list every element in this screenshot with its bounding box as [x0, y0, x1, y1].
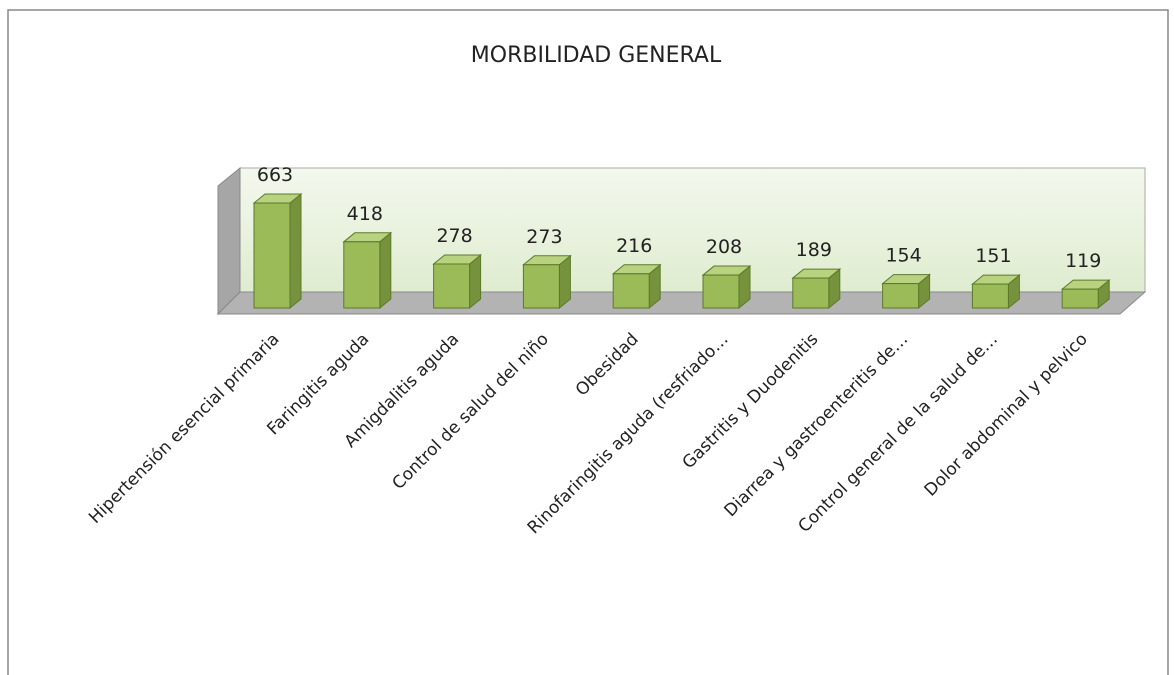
value-label: 208 [706, 236, 742, 258]
bar [881, 273, 932, 310]
bar-front [792, 277, 830, 309]
bar-front [433, 263, 471, 309]
x-tick-label: Control de salud del niño [389, 329, 553, 493]
bar [252, 192, 303, 310]
x-tick-label: Obesidad [572, 329, 643, 400]
value-label: 663 [257, 164, 293, 186]
bar [521, 254, 572, 310]
bar [432, 253, 483, 310]
x-tick-label: Dolor abdominal y pelvico [921, 329, 1092, 500]
bar-side [379, 231, 392, 310]
value-label: 273 [526, 226, 562, 248]
chart-frame [7, 9, 1169, 675]
bar [611, 263, 662, 310]
bar-side [289, 192, 302, 310]
bar [791, 268, 842, 310]
x-tick-label: Control general de la salud de… [795, 329, 1002, 536]
value-label: 216 [616, 235, 652, 257]
bar-front [702, 274, 740, 309]
chart-title: MORBILIDAD GENERAL [471, 43, 722, 68]
value-label: 189 [796, 239, 832, 261]
bar [701, 265, 752, 310]
value-label: 154 [885, 245, 921, 267]
bar-front [1061, 288, 1099, 309]
x-tick-label: Diarrea y gastroenteritis de… [721, 329, 913, 521]
x-tick-label: Hipertensión esencial primaria [85, 329, 283, 527]
bar-front [882, 283, 920, 309]
bar [970, 274, 1021, 310]
value-label: 418 [347, 203, 383, 225]
x-tick-label: Rinofaringitis aguda (resfriado… [524, 329, 733, 538]
bar-front [253, 202, 291, 309]
bar-front [522, 264, 560, 309]
bar-front [343, 241, 381, 309]
bar [342, 231, 393, 310]
value-label: 119 [1065, 250, 1101, 272]
value-label: 278 [436, 225, 472, 247]
side-wall [217, 166, 241, 316]
value-label: 151 [975, 245, 1011, 267]
bar [1060, 279, 1111, 310]
bar-front [971, 283, 1009, 309]
bar-front [612, 273, 650, 309]
